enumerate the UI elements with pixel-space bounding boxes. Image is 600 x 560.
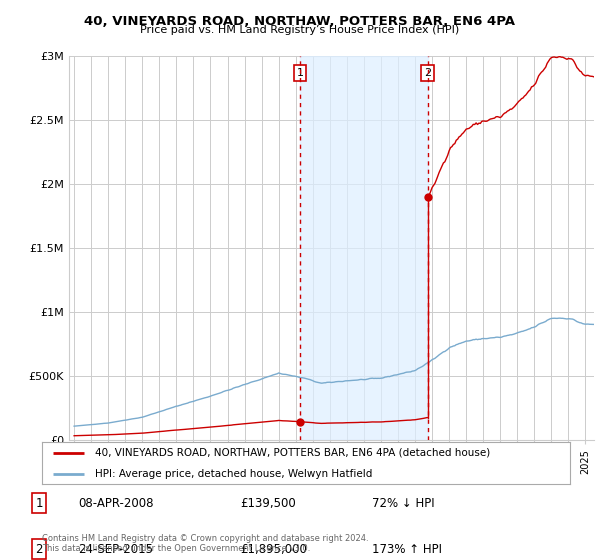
Text: £139,500: £139,500 (240, 497, 296, 510)
Text: 2: 2 (35, 543, 43, 556)
Text: 24-SEP-2015: 24-SEP-2015 (78, 543, 153, 556)
Text: 72% ↓ HPI: 72% ↓ HPI (372, 497, 434, 510)
Text: 40, VINEYARDS ROAD, NORTHAW, POTTERS BAR, EN6 4PA: 40, VINEYARDS ROAD, NORTHAW, POTTERS BAR… (85, 15, 515, 28)
Text: HPI: Average price, detached house, Welwyn Hatfield: HPI: Average price, detached house, Welw… (95, 469, 372, 479)
Text: 1: 1 (35, 497, 43, 510)
Text: Contains HM Land Registry data © Crown copyright and database right 2024.
This d: Contains HM Land Registry data © Crown c… (42, 534, 368, 553)
Text: 173% ↑ HPI: 173% ↑ HPI (372, 543, 442, 556)
Text: 08-APR-2008: 08-APR-2008 (78, 497, 154, 510)
Text: 40, VINEYARDS ROAD, NORTHAW, POTTERS BAR, EN6 4PA (detached house): 40, VINEYARDS ROAD, NORTHAW, POTTERS BAR… (95, 448, 490, 458)
Text: Price paid vs. HM Land Registry’s House Price Index (HPI): Price paid vs. HM Land Registry’s House … (140, 25, 460, 35)
Text: £1,895,000: £1,895,000 (240, 543, 307, 556)
Bar (300, 56, 428, 440)
Text: 2: 2 (424, 68, 431, 78)
Text: 1: 1 (296, 68, 304, 78)
